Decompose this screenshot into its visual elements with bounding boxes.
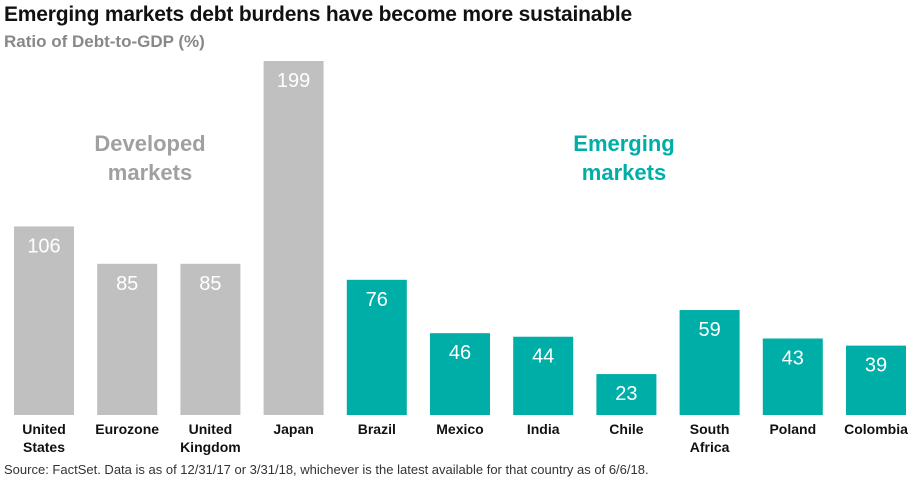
group-label-developed: markets bbox=[108, 160, 192, 185]
source-note: Source: FactSet. Data is as of 12/31/17 … bbox=[4, 462, 649, 477]
value-label: 23 bbox=[615, 383, 637, 405]
bar bbox=[513, 336, 574, 415]
value-label: 85 bbox=[199, 273, 221, 295]
value-label: 76 bbox=[366, 289, 388, 311]
bar bbox=[430, 333, 490, 415]
category-label: Africa bbox=[690, 439, 730, 455]
bar bbox=[762, 338, 823, 415]
category-label: Colombia bbox=[844, 421, 908, 437]
group-label-emerging: markets bbox=[582, 160, 666, 185]
value-label: 85 bbox=[116, 273, 138, 295]
group-label-developed: Developed bbox=[94, 131, 205, 156]
value-label: 106 bbox=[27, 235, 60, 257]
category-label: Kingdom bbox=[180, 439, 241, 455]
value-label: 44 bbox=[532, 346, 554, 368]
value-label: 199 bbox=[277, 70, 310, 92]
category-label: United bbox=[189, 421, 233, 437]
bar bbox=[846, 345, 906, 415]
category-label: Mexico bbox=[436, 421, 483, 437]
category-label: United bbox=[22, 421, 66, 437]
bar bbox=[14, 226, 74, 415]
value-label: 39 bbox=[865, 355, 887, 377]
bar bbox=[180, 263, 241, 415]
chart-subtitle: Ratio of Debt-to-GDP (%) bbox=[4, 32, 205, 51]
bar bbox=[97, 263, 158, 415]
group-labels: Developed markets Emerging markets bbox=[94, 131, 674, 185]
bar bbox=[596, 374, 657, 415]
value-label: 59 bbox=[698, 319, 720, 341]
value-label: 46 bbox=[449, 342, 471, 364]
bar bbox=[346, 279, 407, 415]
category-label: Chile bbox=[609, 421, 643, 437]
category-label: Eurozone bbox=[95, 421, 159, 437]
category-label: States bbox=[23, 439, 65, 455]
chart-title: Emerging markets debt burdens have becom… bbox=[4, 3, 632, 26]
category-label: Japan bbox=[273, 421, 313, 437]
bar bbox=[679, 310, 740, 415]
category-labels: United States Eurozone United Kingdom Japan Br… bbox=[22, 421, 908, 455]
bars: 106 85 85 199 76 46 44 23 59 43 39 bbox=[14, 61, 906, 415]
category-label: Poland bbox=[769, 421, 816, 437]
value-label: 43 bbox=[782, 348, 804, 370]
category-label: India bbox=[527, 421, 560, 437]
category-label: South bbox=[690, 421, 730, 437]
category-label: Brazil bbox=[358, 421, 396, 437]
bar bbox=[263, 61, 324, 415]
group-label-emerging: Emerging bbox=[573, 131, 674, 156]
